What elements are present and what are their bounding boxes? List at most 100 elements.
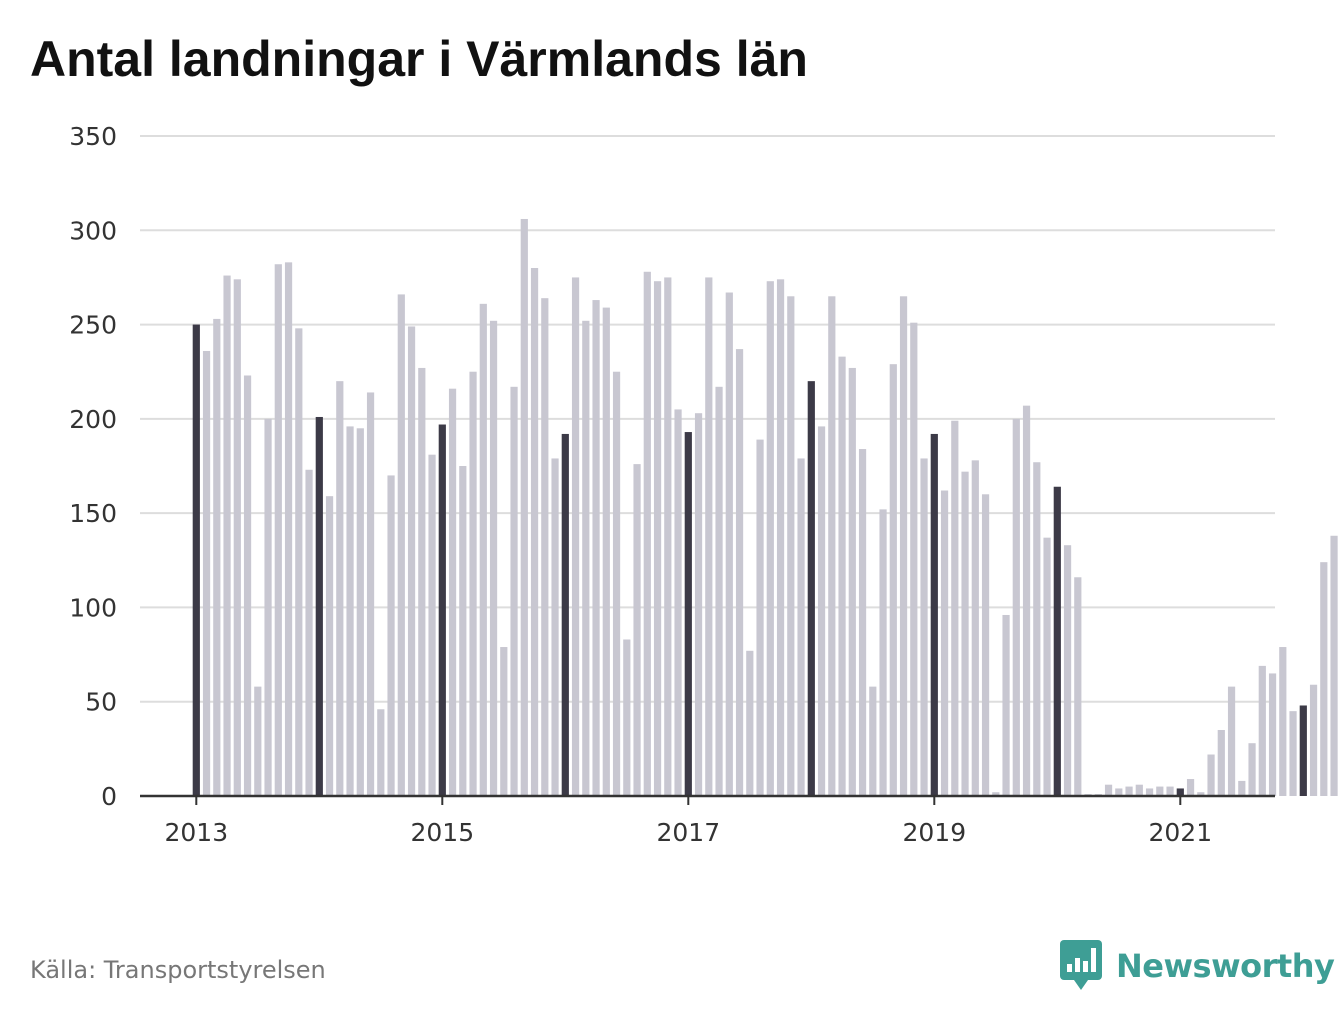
source-note: Källa: Transportstyrelsen: [30, 956, 326, 984]
bar: [879, 509, 887, 796]
bar: [356, 428, 364, 796]
bar: [264, 418, 272, 796]
bar: [571, 277, 580, 796]
bar: [1063, 545, 1072, 796]
y-axis-tick-labels: 0 50 100 150 200 250 300 350: [69, 122, 117, 811]
bar: [684, 432, 692, 796]
bar: [869, 686, 877, 796]
bar: [633, 464, 641, 796]
bar: [284, 262, 293, 796]
bar: [1268, 673, 1277, 796]
y-tick-label: 100: [69, 593, 117, 622]
bar: [377, 709, 385, 796]
bar: [428, 454, 436, 796]
bar: [1176, 788, 1184, 796]
bar: [1299, 705, 1307, 796]
bar: [1289, 711, 1297, 796]
bar: [828, 296, 836, 796]
bar: [899, 296, 908, 796]
bar: [797, 458, 805, 796]
bar: [889, 364, 897, 796]
bar: [1043, 537, 1051, 796]
bar: [346, 426, 354, 796]
bar: [1125, 786, 1133, 796]
brand-name: Newsworthy: [1116, 947, 1335, 985]
bar: [1074, 577, 1082, 796]
bar-series: [192, 218, 1338, 796]
bar: [643, 271, 651, 796]
bar: [930, 433, 938, 796]
bar: [1012, 418, 1020, 796]
bar: [992, 792, 1000, 796]
bar: [561, 433, 569, 796]
bar: [315, 416, 323, 796]
y-tick-label: 50: [85, 688, 117, 717]
bar: [1217, 730, 1225, 796]
bar: [551, 458, 559, 796]
bar: [1156, 786, 1164, 796]
bar: [766, 281, 774, 796]
bar: [951, 420, 959, 796]
x-axis: 201320152017201920212023: [140, 794, 1275, 847]
bar: [1279, 647, 1287, 796]
bar: [1166, 786, 1174, 796]
bar: [725, 292, 733, 796]
bar: [387, 475, 395, 796]
bar: [694, 413, 703, 796]
bar: [510, 386, 518, 796]
bar: [582, 320, 590, 796]
bar: [705, 277, 713, 796]
y-tick-label: 0: [101, 782, 117, 811]
bar: [1135, 784, 1143, 796]
bar: [1227, 686, 1236, 796]
bar: [1330, 535, 1338, 796]
bar: [1320, 562, 1328, 796]
bar: [223, 275, 231, 796]
bar: [735, 349, 744, 796]
bar: [469, 371, 477, 796]
bar: [520, 218, 528, 796]
bar: [243, 375, 252, 796]
bar: [1053, 486, 1061, 796]
x-tick-label: 2013: [164, 818, 228, 847]
bar: [817, 426, 826, 796]
bar: [848, 367, 856, 796]
bar: [448, 388, 457, 796]
bar: [664, 277, 672, 796]
bar: [940, 490, 949, 796]
bar: [602, 307, 610, 796]
bar: [407, 326, 416, 796]
bar: [858, 449, 867, 796]
bar: [274, 264, 282, 796]
bar: [1248, 743, 1256, 796]
bar: [1186, 779, 1195, 796]
bar: [418, 367, 426, 796]
bar: [1115, 788, 1123, 796]
bar: [192, 324, 200, 796]
bar: [612, 371, 621, 796]
bar: [623, 639, 631, 796]
bar: [674, 409, 682, 796]
bar: [1033, 462, 1041, 796]
bar: [1309, 684, 1318, 796]
chart-title: Antal landningar i Värmlands län: [30, 31, 808, 87]
bar: [202, 350, 211, 796]
bar: [295, 328, 303, 796]
x-tick-label: 2015: [410, 818, 474, 847]
bar: [1104, 784, 1113, 796]
bar: [776, 279, 785, 796]
y-tick-label: 300: [69, 216, 117, 245]
y-tick-label: 350: [69, 122, 117, 151]
bar: [981, 494, 990, 796]
bar: [961, 471, 969, 796]
bar: [500, 647, 508, 796]
x-tick-label: 2019: [902, 818, 966, 847]
bar: [807, 381, 815, 796]
bar: [530, 268, 539, 796]
bar: [920, 458, 928, 796]
bar: [838, 356, 846, 796]
bar: [1207, 754, 1215, 796]
bar-chart: 0 50 100 150 200 250 300 350 2013 2015 2017 2019 20…: [69, 122, 1338, 847]
y-tick-label: 150: [69, 499, 117, 528]
x-tick-label: 2021: [1148, 818, 1212, 847]
